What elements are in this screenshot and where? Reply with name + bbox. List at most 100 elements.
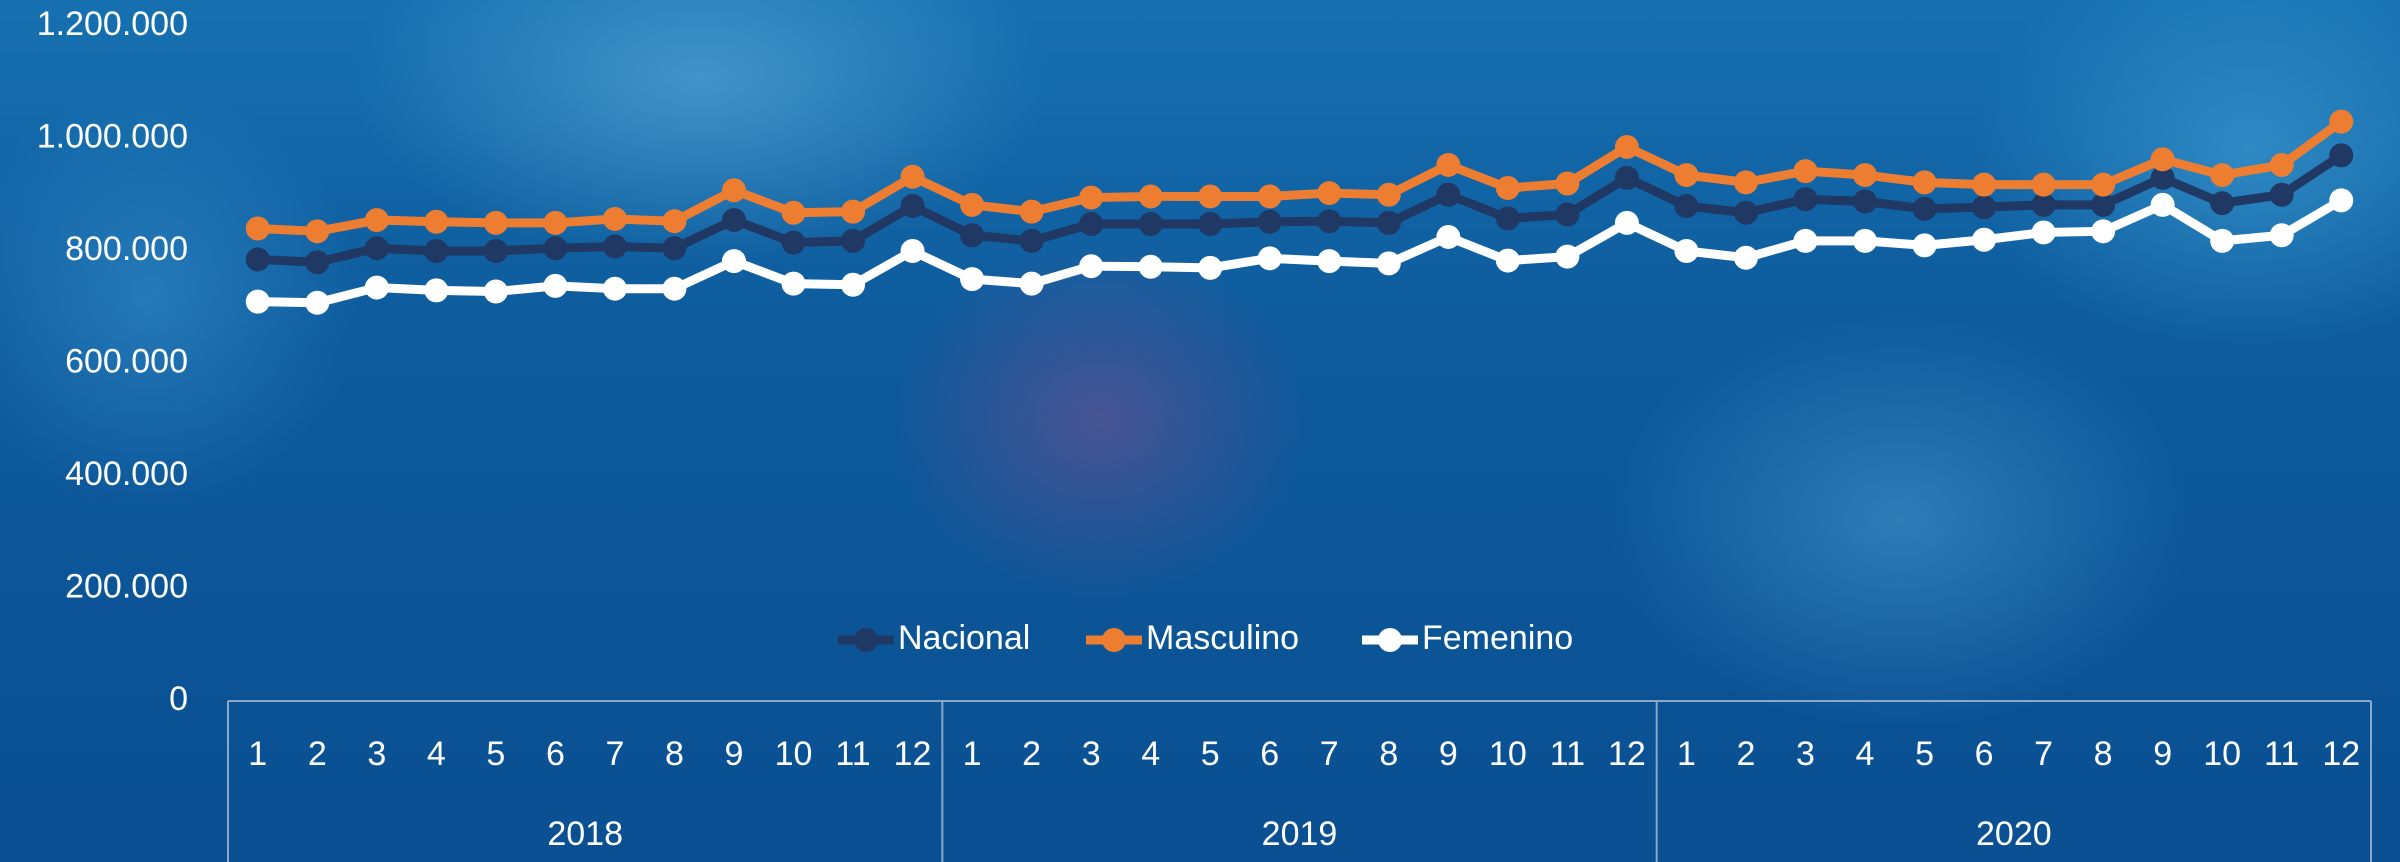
x-tick-label: 3 — [367, 735, 386, 773]
marker — [424, 239, 449, 263]
marker — [1853, 163, 1878, 188]
marker — [1912, 170, 1937, 195]
x-tick-label: 8 — [2094, 735, 2113, 773]
marker — [1674, 239, 1699, 263]
x-tick-label: 3 — [1796, 735, 1815, 773]
marker — [1376, 251, 1401, 276]
x-tick-label: 3 — [1082, 735, 1101, 773]
x-tick-label: 9 — [2153, 735, 2172, 773]
marker — [602, 234, 627, 259]
marker — [1793, 187, 1818, 212]
x-tick-label: 11 — [1550, 735, 1585, 773]
marker — [1079, 185, 1104, 210]
marker — [721, 249, 746, 274]
marker — [1733, 245, 1758, 270]
x-tick-label: 4 — [427, 735, 446, 773]
marker — [364, 275, 389, 300]
marker — [245, 216, 270, 241]
marker — [1138, 212, 1163, 236]
marker — [900, 194, 925, 218]
marker — [1614, 165, 1639, 190]
marker — [1555, 244, 1580, 269]
marker — [1198, 184, 1223, 209]
marker — [2210, 191, 2235, 216]
x-tick-label: 5 — [1201, 735, 1220, 773]
marker — [662, 209, 687, 234]
x-tick-label: 1 — [963, 735, 982, 773]
marker — [1972, 172, 1997, 197]
marker — [1138, 254, 1163, 279]
group-label: 2018 — [547, 815, 623, 853]
y-tick-label: 1.200.000 — [37, 5, 188, 43]
y-tick-label: 0 — [169, 680, 188, 718]
marker — [1317, 209, 1342, 234]
marker — [1257, 209, 1282, 234]
marker — [781, 271, 806, 296]
marker — [305, 219, 330, 244]
marker — [1495, 248, 1520, 273]
y-tick-label: 200.000 — [65, 567, 188, 605]
y-tick-label: 800.000 — [65, 230, 188, 268]
group-label: 2019 — [1262, 815, 1338, 853]
x-tick-label: 5 — [486, 735, 505, 773]
marker — [305, 250, 330, 275]
x-tick-label: 9 — [1439, 735, 1458, 773]
x-tick-label: 12 — [1608, 735, 1646, 773]
marker — [2091, 172, 2116, 197]
marker — [1853, 189, 1878, 214]
marker — [2091, 219, 2116, 244]
marker — [2031, 172, 2056, 197]
marker — [1495, 176, 1520, 200]
marker — [1793, 159, 1818, 184]
marker — [2269, 182, 2294, 207]
marker — [1674, 194, 1699, 218]
marker — [960, 192, 985, 217]
marker — [602, 276, 627, 301]
marker — [2329, 143, 2354, 168]
x-tick-label: 11 — [2264, 735, 2299, 773]
marker — [1436, 152, 1461, 177]
marker — [1853, 228, 1878, 253]
x-tick-label: 5 — [1915, 735, 1934, 773]
x-tick-label: 9 — [725, 735, 744, 773]
marker — [2150, 165, 2175, 190]
marker — [2269, 223, 2294, 248]
marker — [1972, 227, 1997, 252]
legend-label: Masculino — [1146, 619, 1299, 657]
marker — [1198, 212, 1223, 236]
marker — [841, 199, 866, 224]
marker — [602, 206, 627, 231]
legend-marker — [854, 628, 878, 652]
marker — [305, 290, 330, 315]
x-tick-label: 7 — [2034, 735, 2053, 773]
x-tick-label: 6 — [546, 735, 565, 773]
marker — [960, 223, 985, 248]
marker — [781, 230, 806, 255]
marker — [1436, 182, 1461, 207]
marker — [2150, 192, 2175, 217]
marker — [1079, 212, 1104, 236]
marker — [2150, 147, 2175, 172]
marker — [1376, 210, 1401, 235]
legend-marker — [1102, 628, 1126, 652]
marker — [1317, 181, 1342, 206]
x-tick-label: 1 — [1677, 735, 1696, 773]
marker — [1317, 249, 1342, 274]
marker — [1972, 195, 1997, 220]
marker — [841, 272, 866, 297]
marker — [424, 209, 449, 234]
x-tick-label: 10 — [775, 735, 813, 773]
marker — [662, 236, 687, 261]
x-tick-label: 2 — [1736, 735, 1755, 773]
x-tick-label: 4 — [1856, 735, 1875, 773]
marker — [245, 247, 270, 272]
y-tick-label: 600.000 — [65, 342, 188, 380]
marker — [1019, 228, 1044, 253]
marker — [2210, 163, 2235, 188]
marker — [1614, 210, 1639, 235]
marker — [841, 228, 866, 253]
marker — [1198, 255, 1223, 280]
marker — [900, 239, 925, 263]
legend-label: Femenino — [1422, 619, 1573, 657]
